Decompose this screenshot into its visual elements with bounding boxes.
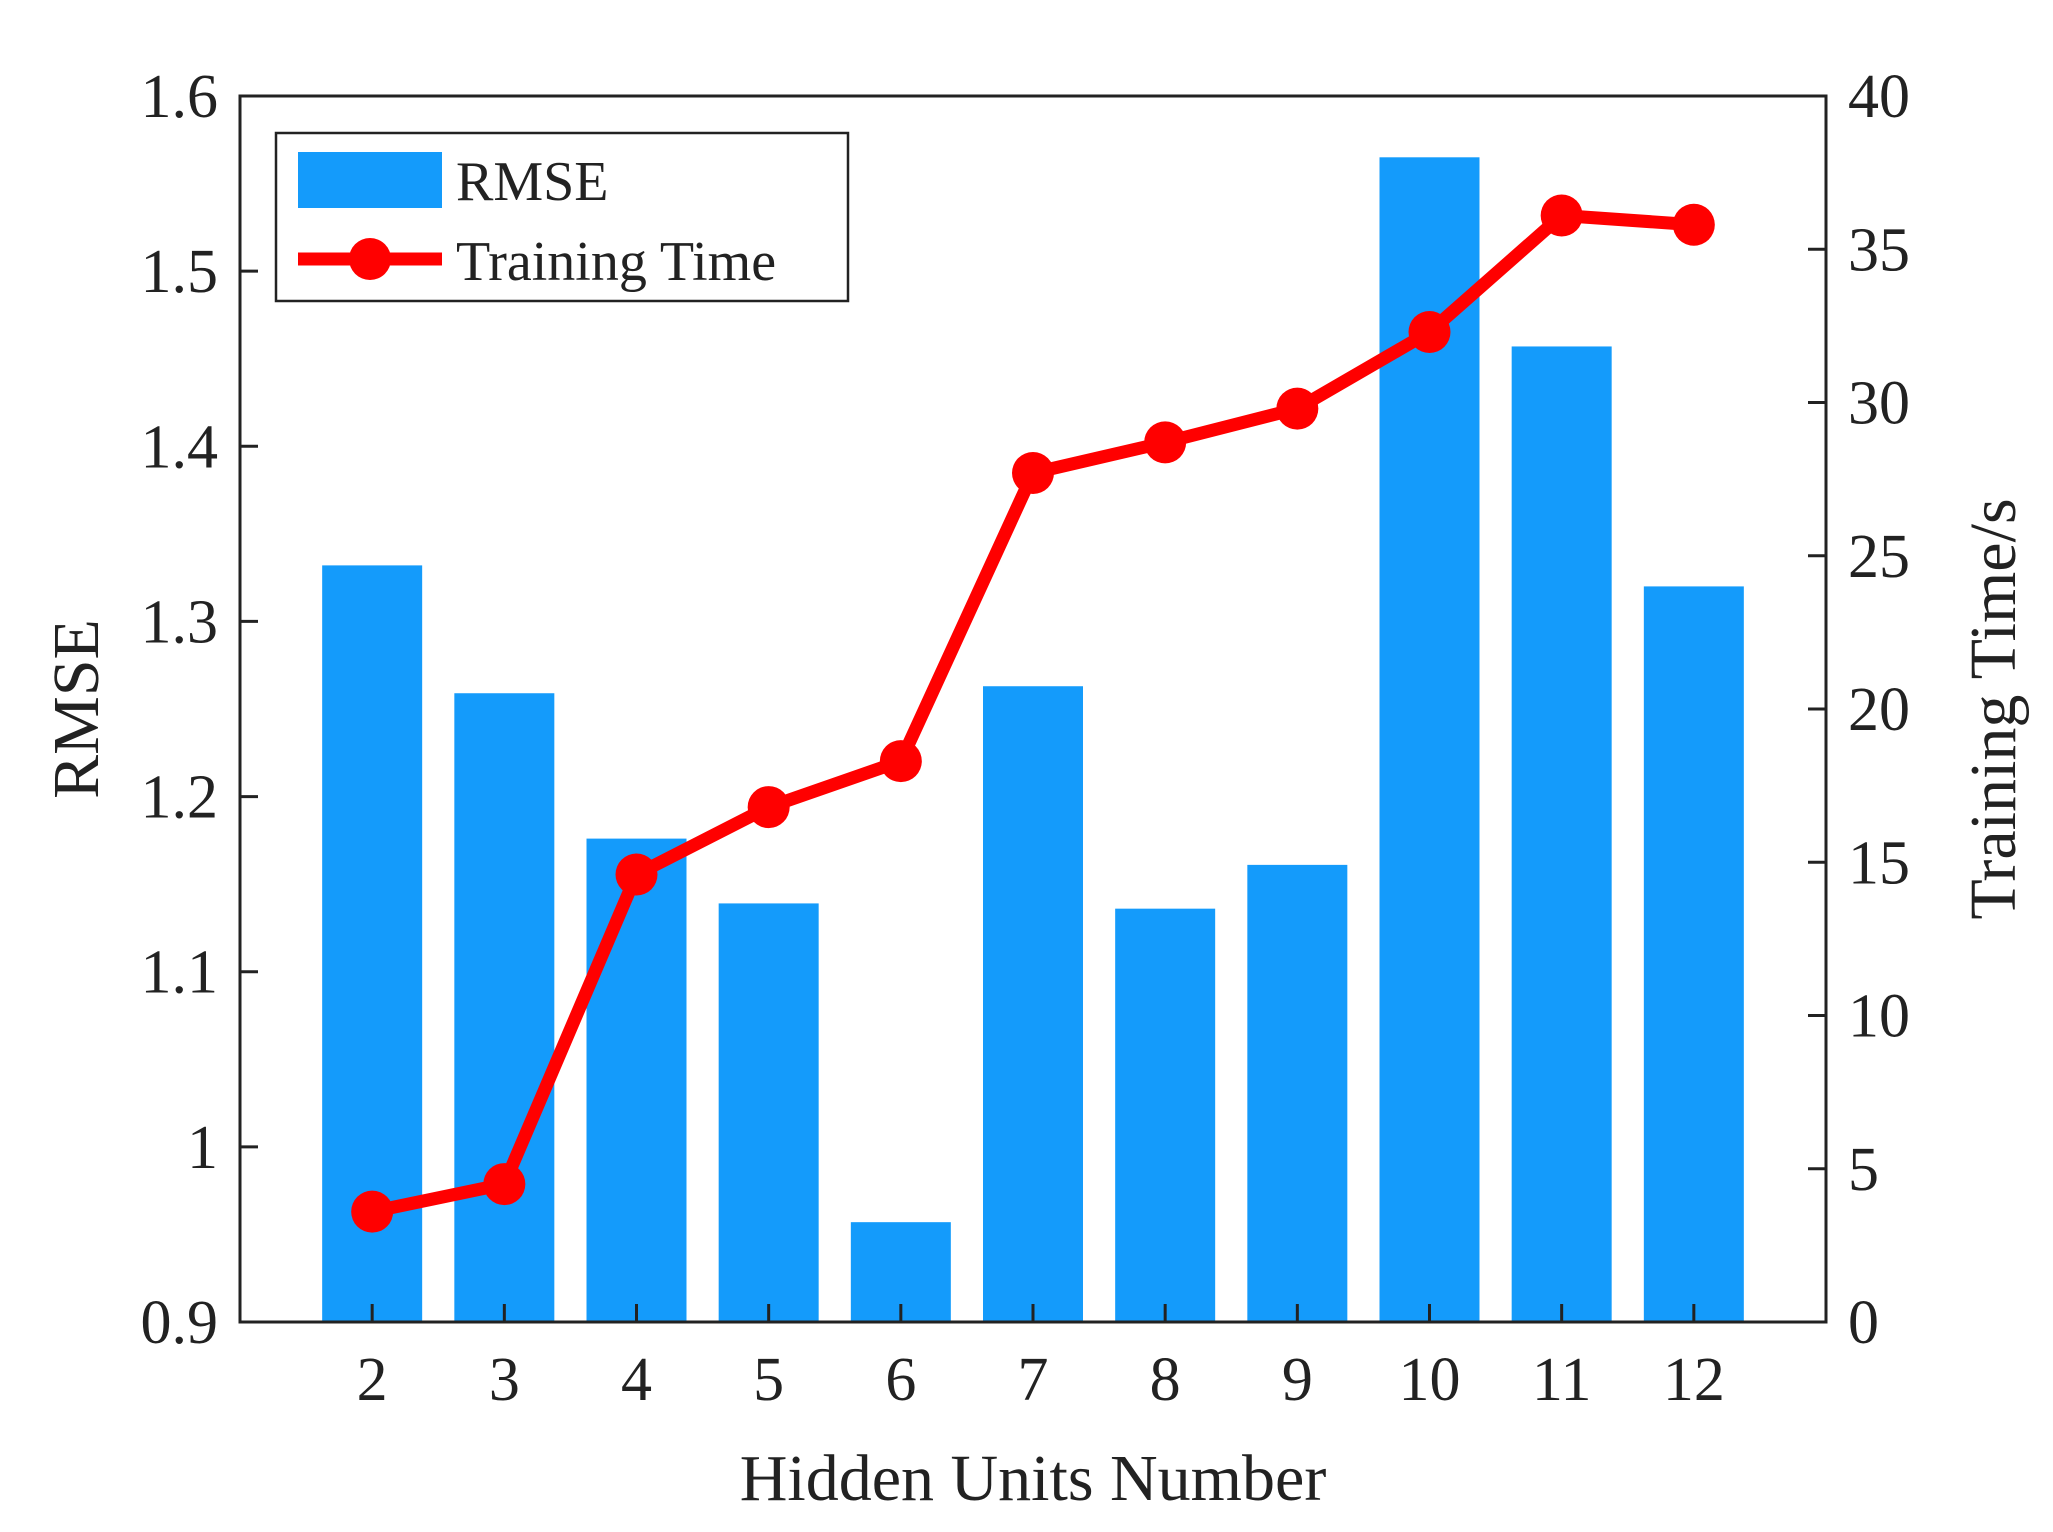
right-y-tick-label: 35 bbox=[1848, 216, 1910, 284]
legend-training-time-marker bbox=[349, 238, 391, 280]
point-training-time-9 bbox=[1276, 387, 1319, 430]
point-training-time-4 bbox=[615, 853, 658, 896]
bar-rmse-3 bbox=[454, 693, 555, 1322]
right-y-tick-label: 20 bbox=[1848, 676, 1910, 744]
left-y-tick-label: 1 bbox=[187, 1114, 218, 1182]
bar-rmse-11 bbox=[1511, 346, 1612, 1322]
legend-rmse-swatch bbox=[298, 152, 442, 208]
point-training-time-7 bbox=[1012, 451, 1054, 494]
right-y-tick-label: 30 bbox=[1848, 370, 1910, 438]
left-y-tick-label: 1.2 bbox=[141, 764, 219, 832]
x-tick-label: 10 bbox=[1399, 1346, 1461, 1414]
x-tick-label: 4 bbox=[621, 1346, 652, 1414]
bar-rmse-8 bbox=[1115, 908, 1216, 1322]
x-tick-label: 6 bbox=[885, 1346, 916, 1414]
x-tick-label: 3 bbox=[489, 1346, 520, 1414]
x-tick-label: 11 bbox=[1532, 1346, 1592, 1414]
x-tick-label: 7 bbox=[1018, 1346, 1049, 1414]
x-tick-label: 12 bbox=[1663, 1346, 1725, 1414]
point-training-time-2 bbox=[351, 1190, 394, 1233]
legend-rmse-label: RMSE bbox=[456, 151, 609, 213]
training-time-line bbox=[351, 194, 1715, 1233]
point-training-time-3 bbox=[483, 1163, 526, 1206]
x-tick-label: 8 bbox=[1150, 1346, 1181, 1414]
bar-rmse-5 bbox=[718, 903, 819, 1322]
legend-training-time-label: Training Time bbox=[456, 231, 776, 293]
bar-rmse-4 bbox=[586, 838, 687, 1322]
rmse-bars bbox=[322, 157, 1744, 1322]
right-y-tick-label: 40 bbox=[1848, 63, 1910, 131]
x-tick-label: 2 bbox=[357, 1346, 388, 1414]
left-y-axis-title: RMSE bbox=[40, 619, 113, 799]
right-y-tick-label: 5 bbox=[1848, 1136, 1879, 1204]
left-y-tick-label: 1.5 bbox=[141, 238, 219, 306]
point-training-time-5 bbox=[747, 786, 790, 829]
bar-rmse-7 bbox=[983, 686, 1083, 1322]
left-y-tick-label: 1.3 bbox=[141, 588, 219, 656]
point-training-time-6 bbox=[879, 740, 922, 783]
x-tick-label: 5 bbox=[753, 1346, 784, 1414]
x-axis-title: Hidden Units Number bbox=[740, 1442, 1327, 1515]
left-y-tick-label: 1.4 bbox=[141, 413, 219, 481]
tick-marks bbox=[240, 94, 1826, 1324]
left-y-tick-label: 1.1 bbox=[141, 939, 219, 1007]
legend: RMSE Training Time bbox=[274, 131, 850, 303]
point-training-time-8 bbox=[1144, 421, 1187, 464]
point-training-time-12 bbox=[1672, 203, 1715, 246]
right-y-tick-label: 0 bbox=[1848, 1289, 1879, 1357]
point-training-time-10 bbox=[1408, 311, 1451, 354]
x-tick-label: 9 bbox=[1282, 1346, 1313, 1414]
right-y-tick-label: 15 bbox=[1848, 829, 1910, 897]
bar-rmse-12 bbox=[1643, 586, 1744, 1322]
right-y-tick-label: 10 bbox=[1848, 983, 1910, 1051]
left-y-tick-label: 0.9 bbox=[141, 1289, 219, 1357]
right-y-axis-title: Training Time/s bbox=[1957, 498, 2030, 919]
point-training-time-11 bbox=[1540, 194, 1583, 237]
left-y-tick-label: 1.6 bbox=[141, 63, 219, 131]
bar-rmse-9 bbox=[1247, 864, 1348, 1322]
right-y-tick-label: 25 bbox=[1848, 523, 1910, 591]
